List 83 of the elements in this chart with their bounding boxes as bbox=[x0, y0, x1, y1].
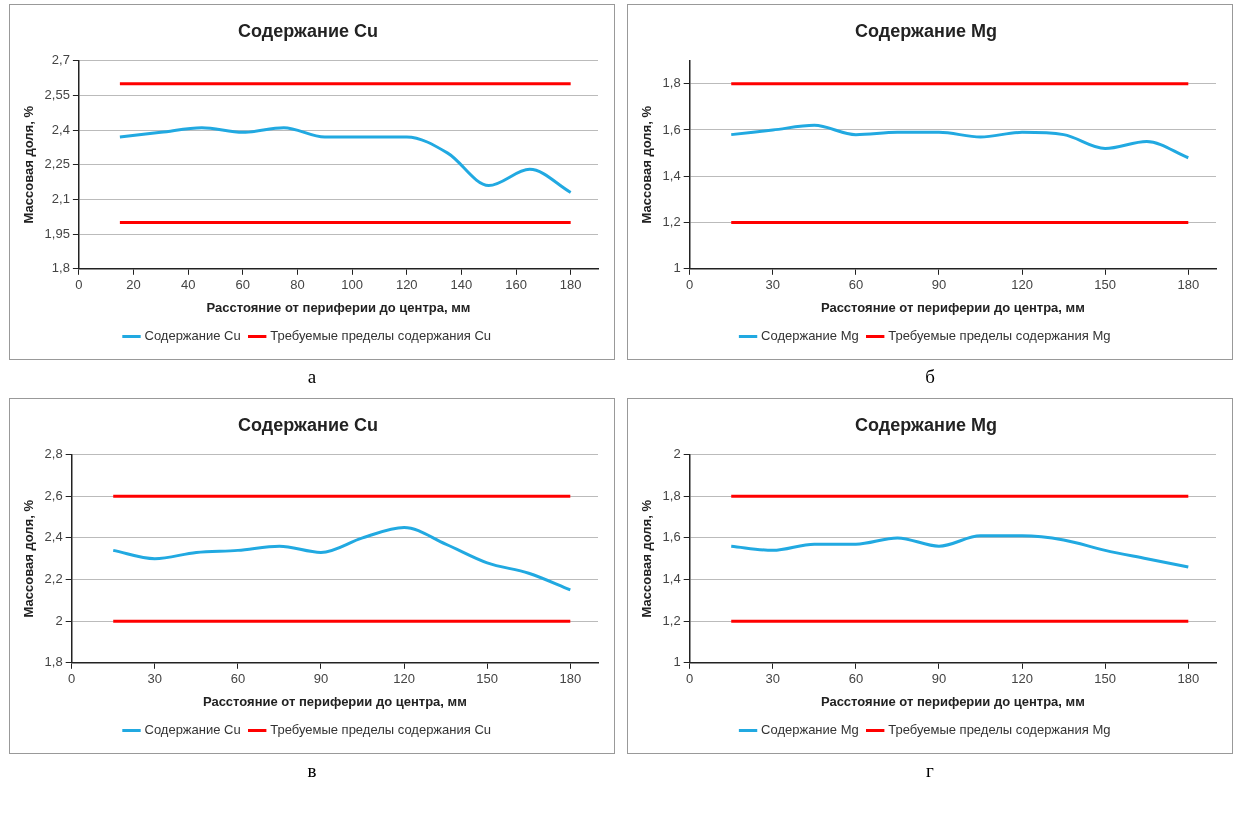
line-series bbox=[729, 534, 1190, 569]
x-tick-label: 180 bbox=[1177, 671, 1200, 687]
x-tick-label: 20 bbox=[126, 277, 141, 293]
text: в bbox=[307, 759, 317, 783]
x-tick-label: 30 bbox=[765, 277, 781, 293]
x-tick-label: 100 bbox=[341, 277, 363, 293]
x-axis-title: Расстояние от периферии до центра, мм bbox=[202, 693, 467, 709]
x-tick-label: 140 bbox=[450, 277, 473, 293]
x-axis-title: Расстояние от периферии до центра, мм bbox=[206, 299, 471, 315]
x-tick-label: 180 bbox=[1177, 277, 1200, 293]
x-tick-label: 60 bbox=[230, 671, 246, 687]
x-tick-label: 150 bbox=[1094, 671, 1117, 687]
text: г bbox=[926, 759, 934, 783]
y-tick-label: 1,6 bbox=[662, 121, 681, 137]
x-tick-label: 0 bbox=[68, 671, 76, 687]
legend-label: Требуемые пределы содержания Mg bbox=[888, 328, 1111, 344]
legend-label: Требуемые пределы содержания Cu bbox=[270, 722, 492, 738]
y-tick-label: 2,8 bbox=[44, 446, 63, 462]
line-series bbox=[118, 126, 573, 194]
x-tick-label: 160 bbox=[505, 277, 527, 293]
x-axis-title: Расстояние от периферии до центра, мм bbox=[820, 693, 1085, 709]
legend-label: Содержание Cu bbox=[144, 722, 241, 738]
chart-title: Содержание Mg bbox=[855, 20, 997, 41]
x-tick-label: 30 bbox=[765, 671, 781, 687]
y-tick-label: 1 bbox=[673, 260, 681, 276]
x-tick-label: 90 bbox=[931, 277, 947, 293]
x-tick-label: 0 bbox=[75, 277, 83, 293]
y-tick-label: 2 bbox=[673, 446, 681, 462]
y-tick-label: 1,2 bbox=[662, 214, 681, 230]
x-tick-label: 0 bbox=[686, 671, 694, 687]
legend-label: Содержание Cu bbox=[144, 328, 241, 344]
line-series bbox=[729, 123, 1190, 160]
y-axis-title: Массовая доля, % bbox=[21, 105, 37, 224]
y-tick-label: 1,4 bbox=[662, 167, 681, 183]
y-tick-label: 1,2 bbox=[662, 612, 681, 628]
x-tick-label: 40 bbox=[180, 277, 196, 293]
x-tick-label: 150 bbox=[1094, 277, 1117, 293]
y-tick-label: 2,55 bbox=[44, 86, 70, 102]
y-axis-title: Массовая доля, % bbox=[21, 499, 37, 618]
x-tick-label: 0 bbox=[686, 277, 694, 293]
y-tick-label: 2,7 bbox=[51, 52, 70, 68]
y-tick-label: 2,4 bbox=[44, 529, 63, 545]
y-tick-label: 1,8 bbox=[44, 654, 63, 670]
chart-title: Содержание Mg bbox=[855, 414, 997, 435]
y-tick-label: 1,8 bbox=[51, 260, 70, 276]
x-tick-label: 60 bbox=[235, 277, 251, 293]
y-tick-label: 1,6 bbox=[662, 529, 681, 545]
y-tick-label: 2,2 bbox=[44, 571, 63, 587]
x-tick-label: 60 bbox=[848, 671, 864, 687]
x-tick-label: 120 bbox=[1011, 277, 1033, 293]
chart-title: Содержание Cu bbox=[238, 20, 378, 41]
line-series bbox=[111, 525, 572, 592]
x-tick-label: 30 bbox=[147, 671, 163, 687]
x-tick-label: 60 bbox=[848, 277, 864, 293]
y-tick-label: 1,4 bbox=[662, 571, 681, 587]
chart-title: Содержание Cu bbox=[238, 414, 378, 435]
y-axis-title: Массовая доля, % bbox=[639, 105, 655, 224]
legend-label: Содержание Mg bbox=[761, 722, 859, 738]
y-tick-label: 2,6 bbox=[44, 487, 63, 503]
x-tick-label: 80 bbox=[290, 277, 305, 293]
x-tick-label: 90 bbox=[313, 671, 329, 687]
y-axis-title: Массовая доля, % bbox=[639, 499, 655, 618]
x-tick-label: 180 bbox=[559, 277, 582, 293]
text: а bbox=[307, 365, 317, 389]
y-tick-label: 1,8 bbox=[662, 75, 681, 91]
y-tick-label: 2,25 bbox=[44, 156, 70, 172]
x-tick-label: 150 bbox=[476, 671, 499, 687]
legend-label: Требуемые пределы содержания Cu bbox=[270, 328, 492, 344]
text: б bbox=[925, 365, 935, 389]
y-tick-label: 2,4 bbox=[51, 121, 70, 137]
y-tick-label: 1,95 bbox=[44, 225, 70, 241]
legend-label: Содержание Mg bbox=[761, 328, 859, 344]
x-tick-label: 120 bbox=[393, 671, 415, 687]
y-tick-label: 1 bbox=[673, 654, 681, 670]
legend-label: Требуемые пределы содержания Mg bbox=[888, 722, 1111, 738]
x-tick-label: 90 bbox=[931, 671, 947, 687]
y-tick-label: 1,8 bbox=[662, 487, 681, 503]
x-tick-label: 180 bbox=[559, 671, 582, 687]
y-tick-label: 2 bbox=[55, 612, 63, 628]
x-tick-label: 120 bbox=[395, 277, 418, 293]
x-axis-title: Расстояние от периферии до центра, мм bbox=[820, 299, 1085, 315]
y-tick-label: 2,1 bbox=[51, 190, 70, 206]
x-tick-label: 120 bbox=[1011, 671, 1033, 687]
